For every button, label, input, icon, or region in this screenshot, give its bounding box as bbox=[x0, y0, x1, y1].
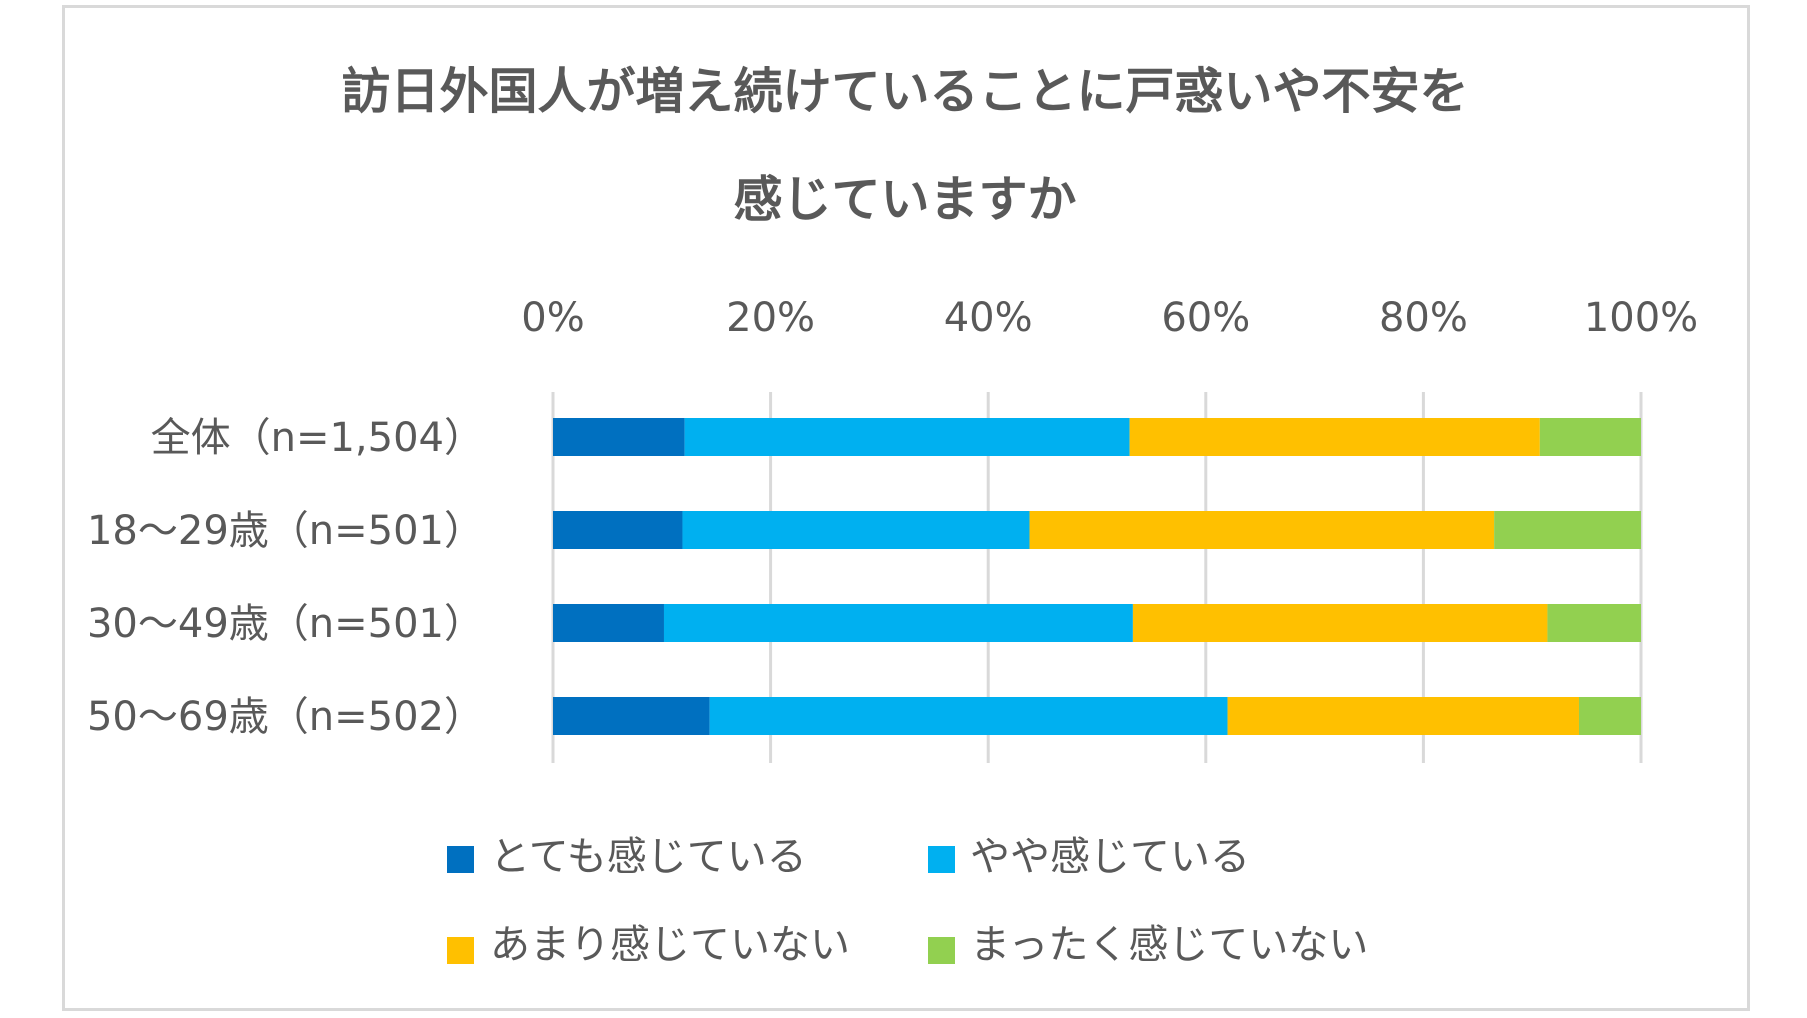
x-axis-ticks: 0% 20% 40% 60% 80% 100% bbox=[521, 295, 1698, 341]
legend-swatch bbox=[928, 937, 955, 964]
x-tick-label: 0% bbox=[521, 295, 584, 341]
bar-segment bbox=[1539, 418, 1641, 456]
bar-segment bbox=[1578, 697, 1641, 735]
bars bbox=[553, 418, 1641, 735]
category-label: 全体（n=1,504） bbox=[151, 415, 484, 461]
bar-segment bbox=[553, 418, 685, 456]
bar-segment bbox=[682, 511, 1030, 549]
chart-title-line-2: 感じていますか bbox=[733, 171, 1076, 228]
legend-swatch bbox=[928, 846, 955, 873]
bar-segment bbox=[1029, 511, 1495, 549]
bar-segment bbox=[709, 697, 1228, 735]
bar-segment bbox=[1494, 511, 1641, 549]
category-label: 30～49歳（n=501） bbox=[87, 601, 484, 647]
chart-frame bbox=[62, 5, 1750, 1011]
chart-title-line-1: 訪日外国人が増え続けていることに戸惑いや不安を bbox=[341, 63, 1468, 120]
x-tick-label: 40% bbox=[944, 295, 1033, 341]
legend-label: まったく感じていない bbox=[970, 922, 1368, 968]
bar-segment bbox=[553, 511, 683, 549]
legend-label: とても感じている bbox=[490, 834, 807, 880]
bar-segment bbox=[663, 604, 1133, 642]
bar-segment bbox=[1227, 697, 1579, 735]
bar-segment bbox=[553, 604, 664, 642]
legend-label: やや感じている bbox=[970, 834, 1250, 880]
bar-segment bbox=[1547, 604, 1641, 642]
bar-segment bbox=[1132, 604, 1548, 642]
x-tick-label: 100% bbox=[1584, 295, 1698, 341]
legend-label: あまり感じていない bbox=[490, 922, 850, 968]
x-tick-label: 20% bbox=[726, 295, 815, 341]
bar-segment bbox=[684, 418, 1130, 456]
category-labels: 全体（n=1,504） 18～29歳（n=501） 30～49歳（n=501） 50～… bbox=[87, 415, 484, 740]
legend-swatch bbox=[447, 937, 474, 964]
bar-segment bbox=[553, 697, 710, 735]
bar-segment bbox=[1129, 418, 1540, 456]
x-tick-label: 60% bbox=[1161, 295, 1250, 341]
chart-title: 訪日外国人が増え続けていることに戸惑いや不安を 感じていますか bbox=[341, 63, 1468, 228]
category-label: 50～69歳（n=502） bbox=[87, 694, 484, 740]
x-tick-label: 80% bbox=[1379, 295, 1468, 341]
category-label: 18～29歳（n=501） bbox=[87, 508, 484, 554]
legend-swatch bbox=[447, 846, 474, 873]
